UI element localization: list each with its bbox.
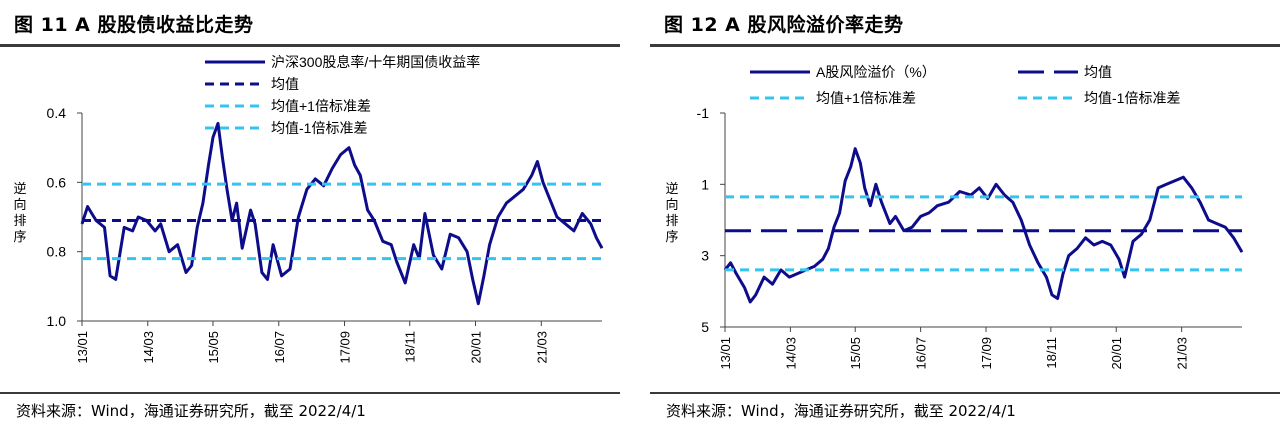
x-tick-label: 13/01 (75, 331, 90, 364)
x-tick-label: 20/01 (1109, 337, 1124, 370)
x-tick-label: 14/03 (783, 337, 798, 370)
y-axis-label-char: 排 (665, 213, 678, 228)
right-source-note: 资料来源：Wind，海通证券研究所，截至 2022/4/1 (666, 400, 1016, 421)
left-source-bar: 资料来源：Wind，海通证券研究所，截至 2022/4/1 (0, 392, 620, 424)
x-tick-label: 16/07 (914, 337, 929, 370)
legend-label: 均值+1倍标准差 (816, 90, 916, 106)
left-chart-title: 图 11 A 股股债收益比走势 (14, 10, 254, 37)
series-line (82, 123, 602, 303)
y-tick-label: -1 (697, 105, 710, 121)
right-title-bar: 图 12 A 股风险溢价率走势 (650, 0, 1280, 47)
y-axis-label-char: 排 (13, 213, 26, 228)
x-tick-label: 17/09 (338, 331, 353, 364)
y-tick-label: 0.6 (47, 174, 67, 190)
y-tick-label: 0.8 (47, 244, 67, 260)
legend-label: 均值 (1084, 64, 1112, 80)
x-tick-label: 21/03 (534, 331, 549, 364)
left-chart-panel: 图 11 A 股股债收益比走势 0.4 0.6 0.8 1.0 13/01 14/03 15… (0, 0, 620, 422)
left-source-note: 资料来源：Wind，海通证券研究所，截至 2022/4/1 (16, 400, 366, 421)
y-tick-label: 5 (701, 319, 709, 335)
x-tick-label: 18/11 (1044, 337, 1059, 369)
legend-label: 沪深300股息率/十年期国债收益率 (271, 54, 480, 70)
right-chart-panel: 图 12 A 股风险溢价率走势 -1 1 3 5 13/01 14/03 15/05 16/0… (650, 0, 1280, 422)
x-tick-label: 13/01 (718, 337, 733, 370)
left-title-bar: 图 11 A 股股债收益比走势 (0, 0, 620, 47)
right-line-chart: -1 1 3 5 13/01 14/03 15/05 16/07 17/09 18/11 20/01… (650, 47, 1280, 389)
y-tick-label: 3 (701, 248, 709, 264)
legend-label: A股风险溢价（%） (816, 64, 936, 80)
y-axis-label-char: 逆 (13, 181, 26, 196)
legend-label: 均值-1倍标准差 (271, 120, 367, 136)
y-tick-label: 1.0 (47, 313, 67, 329)
y-axis-label-char: 序 (665, 229, 678, 244)
y-axis-label-char: 逆 (665, 181, 678, 196)
x-tick-label: 16/07 (272, 331, 287, 364)
x-tick-label: 17/09 (979, 337, 994, 370)
x-tick-label: 18/11 (403, 331, 418, 363)
right-chart-title: 图 12 A 股风险溢价率走势 (664, 10, 904, 37)
legend-label: 均值 (271, 76, 299, 92)
y-tick-label: 1 (701, 176, 709, 192)
x-tick-label: 14/03 (141, 331, 156, 364)
x-tick-label: 21/03 (1175, 337, 1190, 370)
series-line (725, 149, 1242, 302)
x-tick-label: 15/05 (206, 331, 221, 364)
y-axis-label-char: 序 (13, 229, 26, 244)
x-tick-label: 15/05 (848, 337, 863, 370)
right-source-bar: 资料来源：Wind，海通证券研究所，截至 2022/4/1 (650, 392, 1280, 424)
x-tick-label: 20/01 (469, 331, 484, 364)
y-axis-label-char: 向 (665, 197, 678, 212)
y-tick-label: 0.4 (47, 105, 67, 121)
y-axis-label-char: 向 (13, 197, 26, 212)
legend-label: 均值+1倍标准差 (271, 98, 371, 114)
left-line-chart: 0.4 0.6 0.8 1.0 13/01 14/03 15/05 16/07 17/09 18/… (0, 47, 620, 389)
legend-label: 均值-1倍标准差 (1084, 90, 1180, 106)
